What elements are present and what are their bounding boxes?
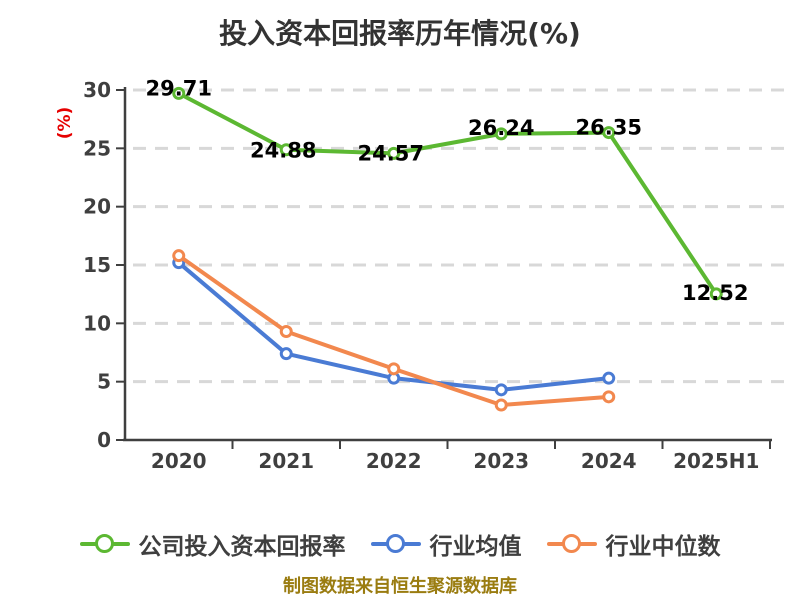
legend-marker-icon <box>546 533 597 555</box>
data-source-credit: 制图数据来自恒生聚源数据库 <box>283 576 517 597</box>
data-label: 29.71 <box>146 76 212 100</box>
data-label: 26.24 <box>468 116 534 140</box>
legend: 公司投入资本回报率 行业均值 行业中位数 <box>0 527 800 561</box>
data-point <box>279 143 293 157</box>
legend-marker-icon <box>370 533 421 555</box>
legend-label: 公司投入资本回报率 <box>138 534 346 560</box>
series-line-0 <box>176 91 719 296</box>
data-point <box>709 287 723 301</box>
legend-item-1[interactable]: 行业均值 <box>370 527 522 561</box>
y-tick-label: 30 <box>83 78 111 102</box>
data-label: 24.57 <box>358 141 424 165</box>
y-tick-label: 15 <box>83 253 111 277</box>
x-tick-label: 2023 <box>473 449 529 473</box>
x-tick-label: 2020 <box>151 449 207 473</box>
legend-label: 行业中位数 <box>605 534 721 560</box>
legend-marker-icon <box>79 533 130 555</box>
data-point <box>602 126 616 140</box>
data-point <box>494 383 508 397</box>
data-point <box>494 398 508 412</box>
data-point <box>172 86 186 100</box>
legend-dot <box>94 533 114 553</box>
x-tick-label: 2022 <box>366 449 422 473</box>
data-point <box>602 390 616 404</box>
y-tick-label: 10 <box>83 311 111 335</box>
y-tick-label: 0 <box>97 428 111 452</box>
legend-label: 行业均值 <box>429 534 522 560</box>
data-point <box>279 347 293 361</box>
x-tick-label: 2021 <box>258 449 314 473</box>
legend-dot <box>561 533 581 553</box>
chart-title: 投入资本回报率历年情况(%) <box>219 17 581 50</box>
legend-dot <box>385 533 405 553</box>
data-point <box>279 325 293 338</box>
legend-item-0[interactable]: 公司投入资本回报率 <box>79 527 346 561</box>
data-label: 24.88 <box>250 139 316 163</box>
data-point <box>172 249 186 263</box>
y-tick-label: 5 <box>97 370 111 394</box>
data-label: 12.52 <box>682 281 748 305</box>
data-label: 26.35 <box>576 116 642 140</box>
y-tick-label: 20 <box>83 195 111 219</box>
data-point <box>494 127 508 141</box>
data-point <box>387 362 401 376</box>
x-tick-label: 2025H1 <box>673 449 759 473</box>
data-point <box>387 146 401 160</box>
legend-item-2[interactable]: 行业中位数 <box>546 527 721 561</box>
data-point <box>602 371 616 385</box>
x-tick-label: 2024 <box>581 449 637 473</box>
y-tick-label: 25 <box>83 136 111 160</box>
